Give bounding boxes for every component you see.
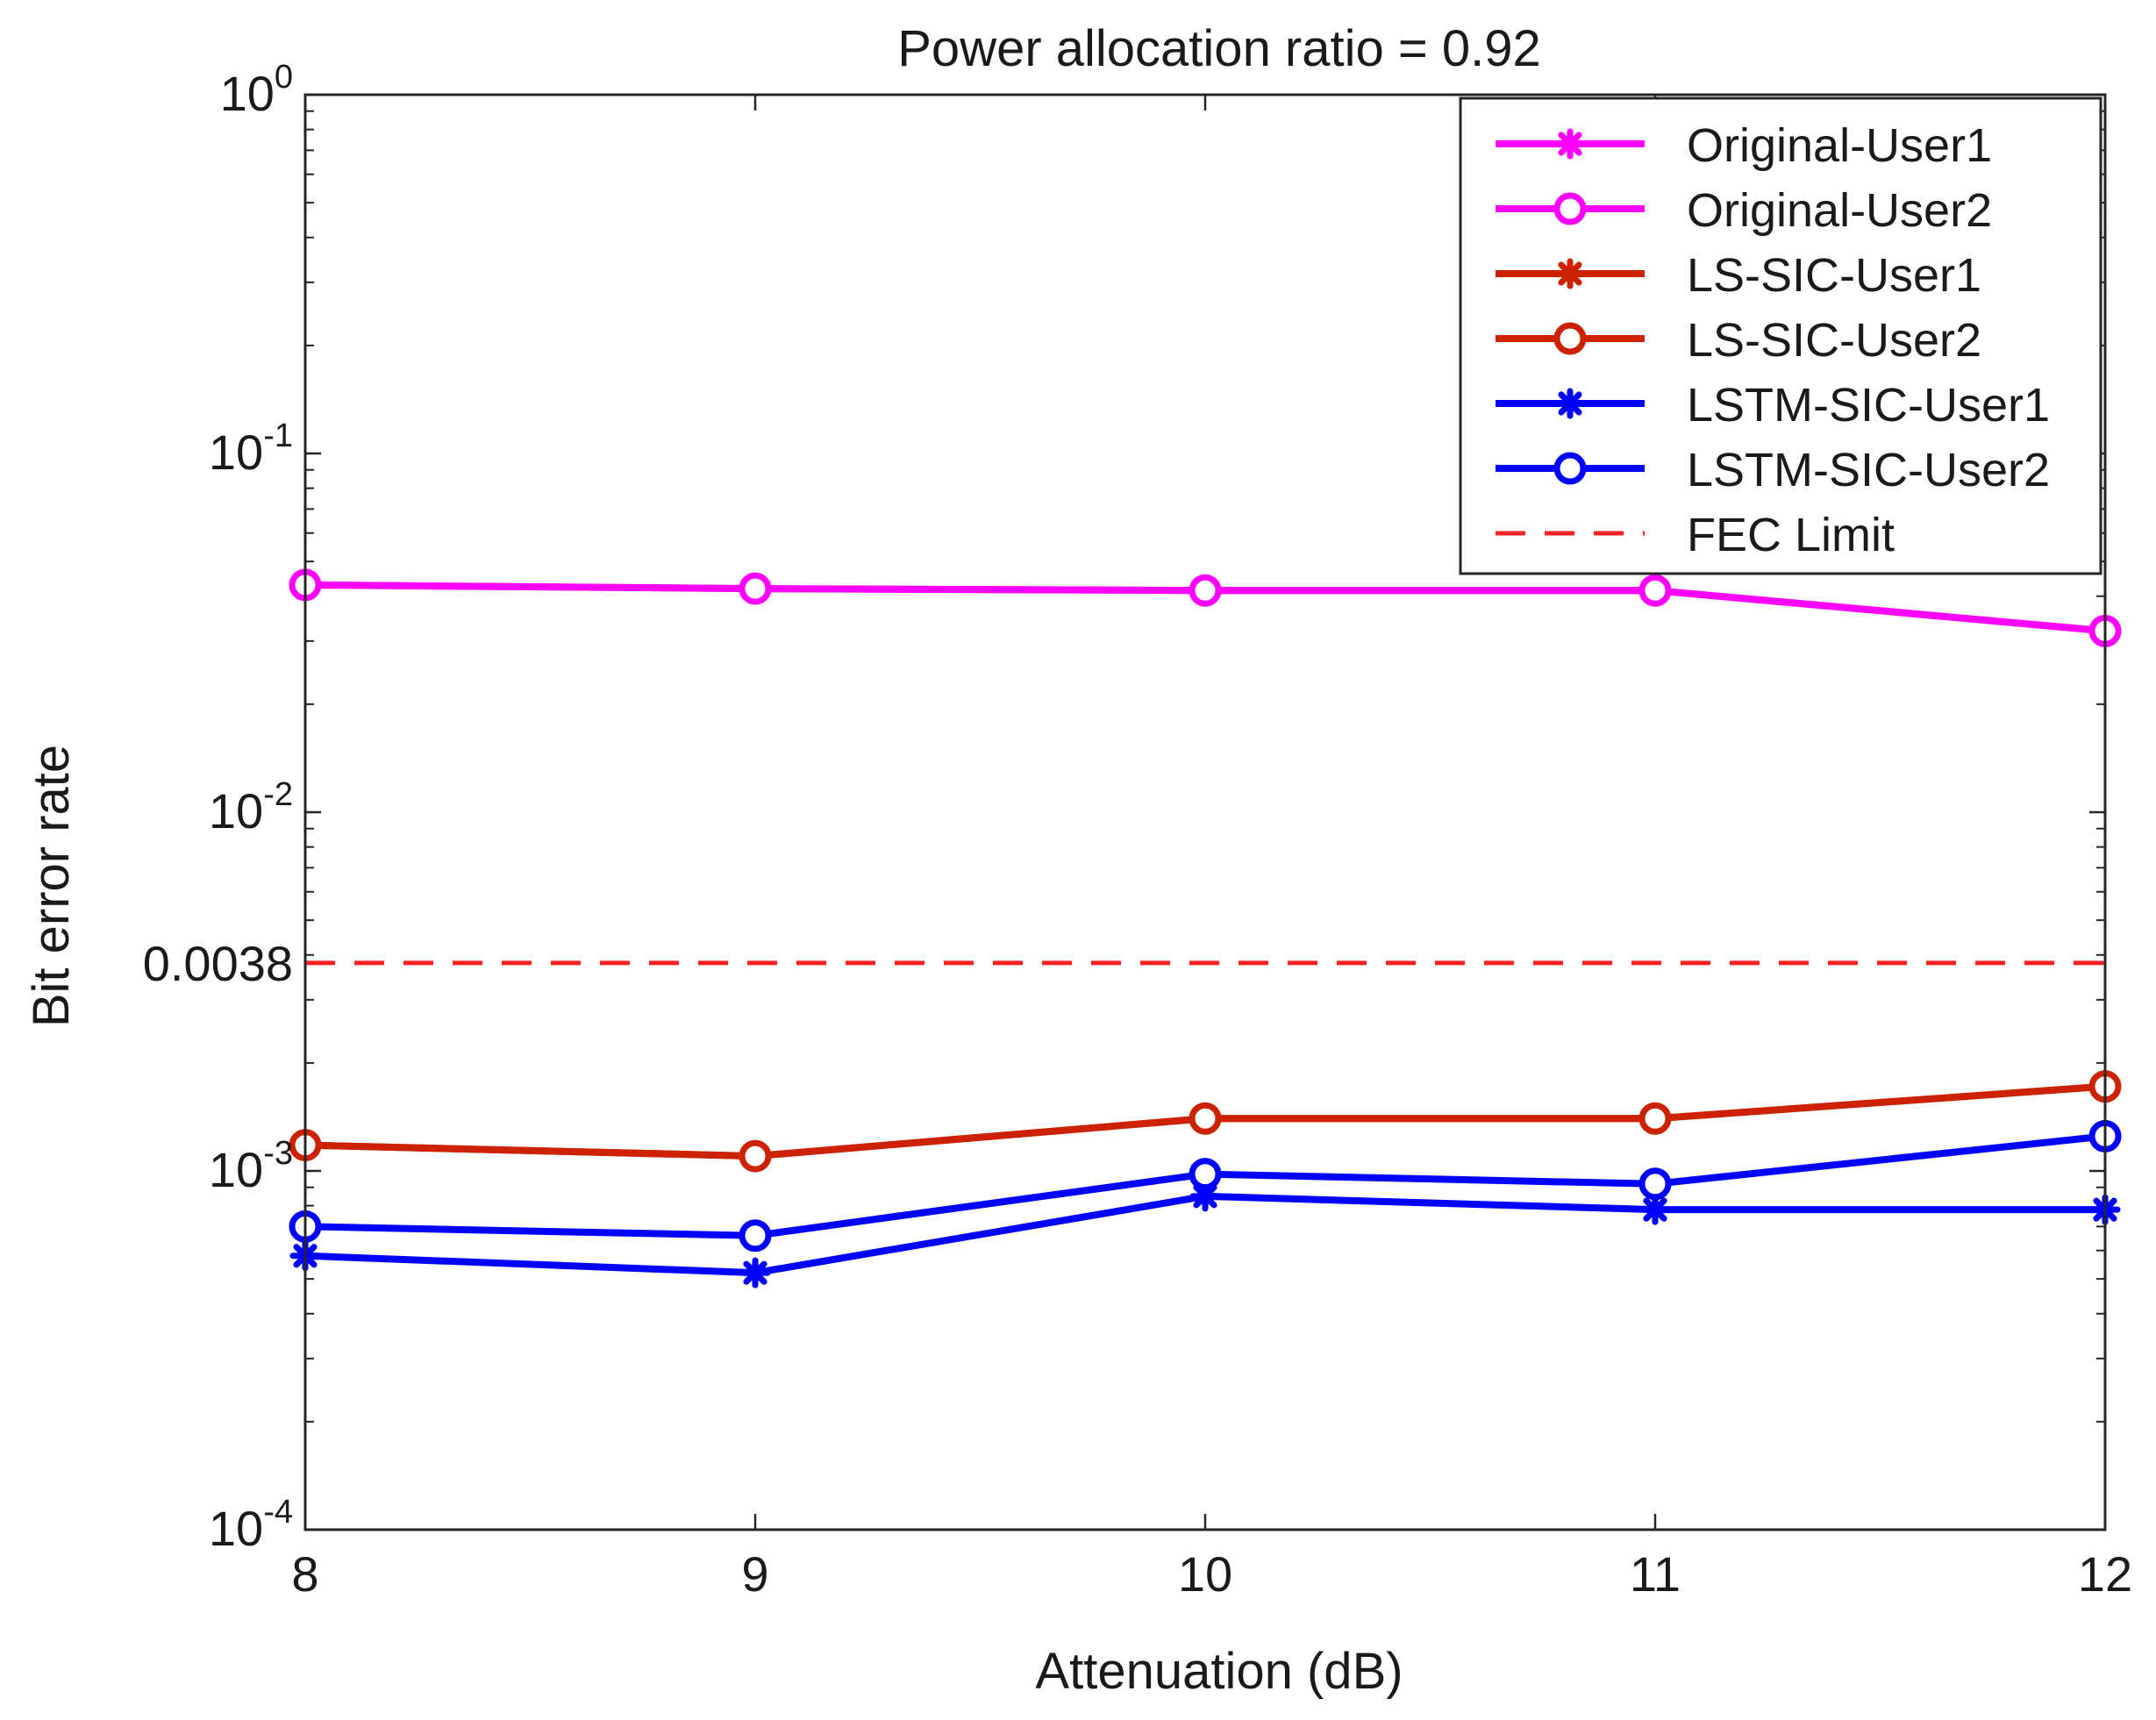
legend-label: Original-User2 [1687, 184, 1992, 237]
y-tick-exponent: 0 [275, 59, 293, 96]
data-point [1189, 574, 1222, 607]
asterisk-stroke [1193, 1184, 1217, 1209]
plot-frame [303, 93, 2107, 1531]
legend-label: LS-SIC-User2 [1687, 314, 1981, 367]
legend: Original-User1 Original-User2 LS-SIC-User1… [1459, 96, 2102, 575]
x-tick-label: 12 [2078, 1546, 2132, 1602]
asterisk-stroke [1558, 132, 1582, 156]
chart-title: Power allocation ratio = 0.92 [897, 20, 1541, 77]
y-tick-exponent: -4 [263, 1494, 293, 1531]
data-point [1639, 1194, 1671, 1225]
legend-entry: Original-User1 [1496, 119, 1992, 172]
y-tick-exponent: -3 [263, 1135, 293, 1172]
y-axis-label: Bit error rate [23, 745, 80, 1027]
asterisk-stroke [743, 1260, 767, 1285]
asterisk-stroke [1643, 1197, 1667, 1222]
y-tick-base: 10 [209, 783, 263, 839]
legend-entry: Original-User2 [1496, 184, 1992, 237]
y-tick-base: 10 [220, 66, 275, 121]
x-tick-label: 9 [741, 1546, 768, 1602]
legend-marker [1554, 258, 1586, 289]
y-tick-exponent: -2 [263, 776, 293, 813]
series-ls-sic-user2 [289, 1070, 2122, 1173]
x-tick-label: 10 [1178, 1546, 1232, 1602]
y-tick-base: 10 [209, 425, 263, 480]
data-point [1638, 574, 1672, 607]
data-point [739, 1257, 771, 1288]
y-tick-label: 10-1 [209, 418, 293, 480]
x-tick-label: 11 [1630, 1546, 1681, 1602]
y-tick-label-fec: 0.0038 [143, 936, 293, 991]
legend-box [1459, 96, 2102, 575]
series-lstm-sic-user1 [289, 1181, 2121, 1288]
legend-label: LSTM-SIC-User1 [1687, 379, 2050, 432]
legend-marker [1554, 128, 1586, 160]
legend-label: LS-SIC-User1 [1687, 249, 1981, 302]
data-point [1638, 1167, 1672, 1201]
data-point [1189, 1158, 1222, 1191]
data-point [1189, 1102, 1222, 1135]
y-tick-label: 10-4 [209, 1494, 293, 1556]
data-point [1638, 1102, 1672, 1135]
legend-entry: LS-SIC-User2 [1496, 314, 1981, 367]
y-tick-exponent: -1 [263, 418, 293, 454]
legend-marker [1554, 388, 1586, 419]
data-point [739, 572, 772, 605]
legend-marker [1553, 192, 1587, 225]
legend-label: Original-User1 [1687, 119, 1992, 172]
x-tick-label: 8 [291, 1546, 318, 1602]
x-axis-label: Attenuation (dB) [1035, 1643, 1403, 1700]
legend-marker [1553, 452, 1587, 485]
y-tick-base: 10 [209, 1142, 263, 1197]
y-tick-label: 100 [220, 59, 293, 121]
y-tick-label: 10-3 [209, 1135, 293, 1197]
y-tick-label: 10-2 [209, 776, 293, 839]
data-point [739, 1139, 772, 1173]
legend-entry: LSTM-SIC-User1 [1496, 379, 2050, 432]
asterisk-stroke [1558, 261, 1582, 286]
legend-label: FEC Limit [1687, 509, 1895, 561]
data-point [739, 1219, 772, 1253]
legend-label: LSTM-SIC-User2 [1687, 444, 2050, 496]
legend-entry: FEC Limit [1496, 509, 1895, 561]
legend-entry: LSTM-SIC-User2 [1496, 444, 2050, 496]
asterisk-stroke [1558, 391, 1582, 416]
y-tick-base: 10 [209, 1501, 263, 1556]
legend-marker [1553, 322, 1587, 355]
legend-entry: LS-SIC-User1 [1496, 249, 1981, 302]
